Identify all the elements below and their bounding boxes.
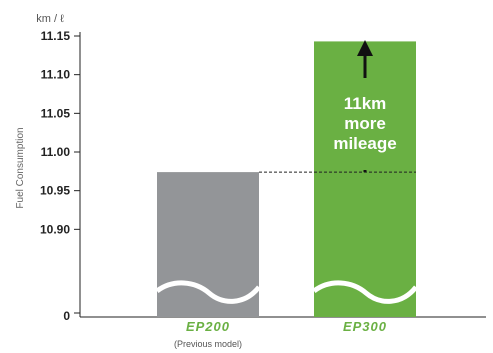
annotation-line: mileage bbox=[333, 134, 396, 153]
bars bbox=[155, 41, 418, 318]
y-axis-ticks: 11.15 11.10 11.05 11.00 10.95 10.90 bbox=[40, 29, 80, 236]
category-sublabel: (Previous model) bbox=[174, 339, 242, 349]
annotation-line: 11km bbox=[344, 94, 387, 113]
category-label-ep300: EP300 bbox=[343, 319, 387, 334]
y-tick-label: 11.00 bbox=[41, 145, 71, 159]
axis-break-wave bbox=[312, 280, 418, 304]
bar-ep300 bbox=[314, 41, 416, 318]
y-tick-label: 10.95 bbox=[40, 184, 70, 198]
category-labels: EP200 (Previous model) EP300 bbox=[174, 319, 387, 349]
unit-label: km / ℓ bbox=[36, 13, 64, 25]
y-tick-label: 10.90 bbox=[40, 222, 70, 236]
y-tick-label: 11.15 bbox=[41, 29, 71, 43]
arrow-up-icon bbox=[357, 40, 373, 56]
y-tick-label: 11.05 bbox=[41, 106, 71, 120]
axis-break-wave bbox=[155, 280, 261, 304]
y-tick-label: 11.10 bbox=[41, 68, 71, 82]
annotation-line: more bbox=[344, 114, 386, 133]
y-axis-title: Fuel Consumption bbox=[15, 127, 26, 208]
zero-tick-label: 0 bbox=[63, 309, 70, 323]
category-label-ep200: EP200 bbox=[186, 319, 230, 334]
